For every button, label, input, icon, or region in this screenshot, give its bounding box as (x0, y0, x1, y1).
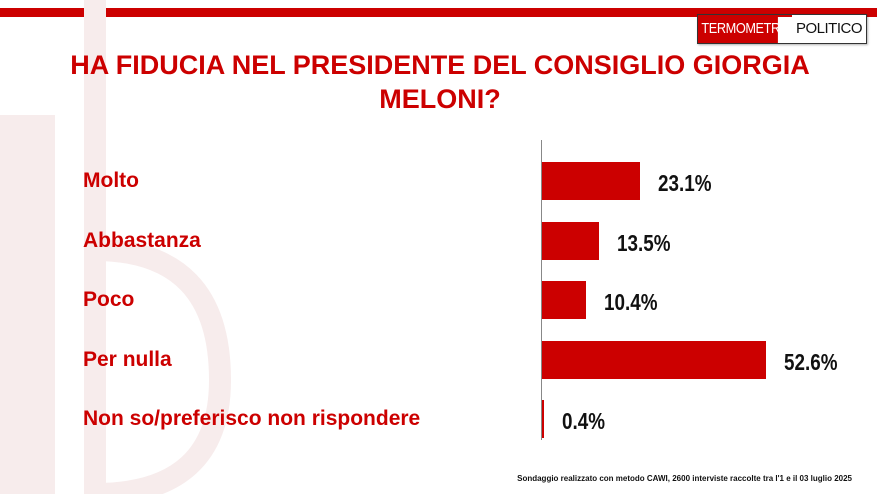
footnote: Sondaggio realizzato con metodo CAWI, 26… (517, 474, 852, 483)
data-label: 0.4% (561, 408, 605, 434)
chart-axis-line (541, 140, 542, 440)
data-label: 52.6% (784, 348, 838, 375)
bar (542, 400, 544, 438)
category-label: Poco (83, 288, 135, 311)
bar (542, 281, 587, 319)
chart-title: HA FIDUCIA NEL PRESIDENTE DEL CONSIGLIO … (70, 50, 810, 114)
brand-logo-part2: POLITICO (792, 15, 867, 43)
brand-logo-part1: TERMOMETRO (698, 15, 790, 43)
background-watermark-decoration (0, 0, 232, 494)
top-accent-bar (0, 8, 877, 17)
data-label: 10.4% (604, 289, 658, 315)
bar (542, 221, 600, 260)
data-label: 13.5% (617, 229, 671, 256)
bar (542, 340, 766, 379)
category-label: Non so/preferisco non rispondere (83, 407, 421, 430)
category-label: Abbastanza (83, 228, 201, 252)
brand-logo: TERMOMETRO POLITICO (697, 14, 868, 44)
category-label: Per nulla (83, 347, 172, 371)
category-label: Molto (83, 169, 139, 192)
data-label: 23.1% (658, 170, 712, 196)
bar (542, 162, 641, 200)
